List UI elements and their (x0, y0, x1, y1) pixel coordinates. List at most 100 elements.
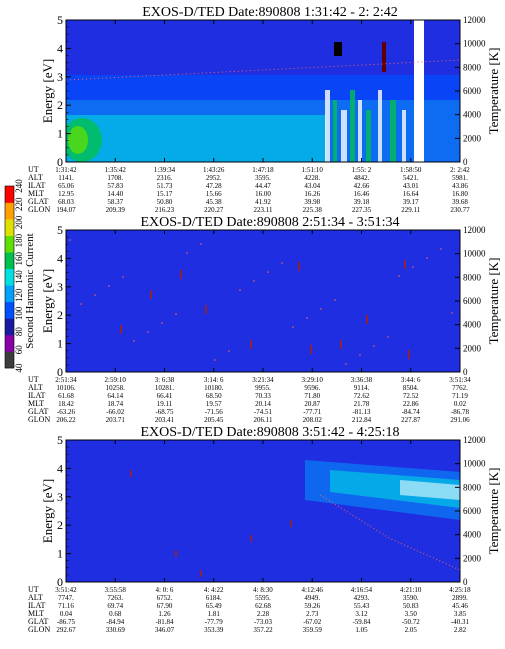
temperature-dot (239, 289, 241, 291)
table-cell: 2316. (157, 174, 173, 182)
table-cell: 212.84 (352, 416, 372, 424)
panel-3: EXOS-D/TED Date:890808 3:51:42 - 4:25:18… (28, 425, 501, 634)
panel-2: EXOS-D/TED Date:890808 2:51:34 - 3:51:34… (28, 215, 501, 424)
table-cell: 4:25:18 (449, 586, 471, 594)
table-cell: 0.04 (60, 610, 73, 618)
table-cell: 216.23 (155, 206, 175, 214)
ytick-label: 3 (57, 490, 63, 504)
table-cell: -67.02 (303, 618, 322, 626)
table-cell: 19.11 (157, 400, 173, 408)
table-row-label: ALT (28, 593, 43, 602)
panel-2-orbit-table: UTALTILATMLTGLATGLON2:51:3410106.61.6818… (28, 375, 471, 424)
colorbar-tick-label: 100 (14, 306, 24, 320)
panel-3-spectrogram (66, 440, 460, 582)
y2tick-label: 0 (463, 577, 468, 587)
streak (341, 110, 347, 162)
temperature-dot (69, 239, 71, 241)
table-cell: 10281. (155, 384, 175, 392)
panel-3-heat-features (130, 460, 460, 577)
table-cell: 10258. (106, 384, 126, 392)
sparse-event (340, 340, 342, 349)
table-cell: 39.98 (304, 198, 320, 206)
table-row-label: GLAT (28, 617, 49, 626)
table-cell: 68.50 (206, 392, 222, 400)
table-cell: 3:14: 6 (204, 376, 224, 384)
table-cell: 2.28 (257, 610, 270, 618)
table-cell: -77.79 (205, 618, 224, 626)
streak (378, 90, 382, 162)
table-cell: 45.38 (206, 198, 222, 206)
mid-energy-band (66, 75, 460, 100)
ytick-label: 2 (57, 308, 63, 322)
table-cell: 1708. (107, 174, 123, 182)
table-cell: 3:29:10 (302, 376, 324, 384)
table-cell: 71.16 (58, 602, 74, 610)
temperature-dot (122, 276, 124, 278)
table-cell: 3.85 (454, 610, 467, 618)
temperature-dot (214, 359, 216, 361)
table-cell: 1:35:42 (105, 166, 127, 174)
table-cell: 194.07 (56, 206, 76, 214)
table-cell: 1:58:50 (400, 166, 422, 174)
table-cell: 7263. (107, 594, 123, 602)
table-cell: 47.28 (206, 182, 222, 190)
table-cell: 21.78 (354, 400, 370, 408)
y2tick-label: 6000 (463, 86, 482, 96)
table-cell: 225.38 (303, 206, 323, 214)
table-cell: 7762. (452, 384, 468, 392)
panel-1-heat-features (66, 20, 460, 162)
table-cell: 1:55: 2 (352, 166, 372, 174)
table-cell: 220.27 (204, 206, 224, 214)
panel-3-y2label: Temperature [K] (486, 468, 501, 555)
colorbar-tick-label: 120 (14, 288, 24, 302)
table-cell: 3.12 (355, 610, 368, 618)
ytick-label: 3 (57, 280, 63, 294)
table-cell: 65.06 (58, 182, 74, 190)
colorbar-tick-label: 60 (14, 345, 24, 355)
streak (402, 110, 406, 162)
table-cell: 19.57 (206, 400, 222, 408)
table-cell: 227.35 (352, 206, 372, 214)
table-cell: -66.02 (106, 408, 125, 416)
table-cell: 62.68 (255, 602, 271, 610)
table-cell: -77.71 (303, 408, 322, 416)
temperature-trace (66, 59, 460, 81)
colorbar-cells (4, 185, 15, 369)
table-cell: 69.74 (107, 602, 123, 610)
table-cell: 16.80 (452, 190, 468, 198)
panel-2-spectrogram (66, 230, 460, 372)
sparse-event (175, 550, 177, 557)
table-cell: -84.74 (402, 408, 421, 416)
table-cell: 18.74 (107, 400, 123, 408)
table-cell: 6184. (206, 594, 222, 602)
colorbar-frame (4, 185, 15, 369)
table-row-label: ILAT (28, 391, 45, 400)
panel-1-ylabel: Energy [eV] (40, 59, 55, 123)
table-cell: -50.72 (402, 618, 421, 626)
table-cell: 1.26 (158, 610, 171, 618)
y2tick-label: 6000 (463, 296, 482, 306)
table-cell: 3:36:38 (351, 376, 373, 384)
ion-flux-peak (400, 480, 460, 500)
colorbar-cell (5, 235, 14, 253)
table-cell: 20.14 (255, 400, 271, 408)
temperature-dot (345, 363, 347, 365)
table-cell: 65.49 (206, 602, 222, 610)
table-cell: 2.73 (306, 610, 319, 618)
table-cell: 3:44: 6 (401, 376, 421, 384)
table-cell: 10106. (56, 384, 76, 392)
table-cell: 330.69 (106, 626, 126, 634)
y2tick-label: 2000 (463, 553, 482, 563)
table-row-label: UT (28, 165, 39, 174)
sparse-event (250, 535, 252, 542)
sparse-event (366, 315, 368, 324)
table-cell: 71.19 (452, 392, 468, 400)
panel-1-title: EXOS-D/TED Date:890808 1:31:42 - 2: 2:42 (142, 5, 397, 20)
table-cell: 59.26 (304, 602, 320, 610)
colorbar-tick-label: 180 (14, 233, 24, 247)
y2tick-label: 10000 (463, 249, 486, 259)
table-cell: 14.40 (107, 190, 123, 198)
table-row-label: UT (28, 375, 39, 384)
